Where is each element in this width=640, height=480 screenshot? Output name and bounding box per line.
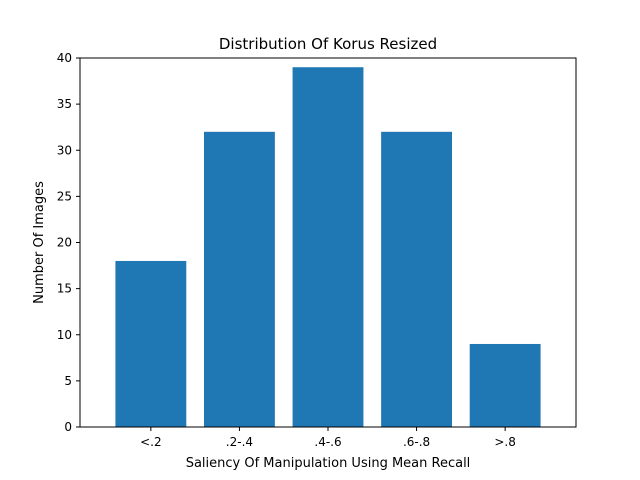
y-tick-label: 15 bbox=[57, 282, 72, 296]
bar-0 bbox=[115, 260, 187, 427]
x-axis-label: Saliency Of Manipulation Using Mean Reca… bbox=[186, 456, 471, 471]
x-axis-ticks: <.2 .2-.4 .4-.6 .6-.8 >.8 bbox=[140, 427, 516, 449]
x-tick-label: .6-.8 bbox=[403, 435, 430, 449]
y-tick-label: 10 bbox=[57, 328, 72, 342]
y-tick-label: 30 bbox=[57, 143, 72, 157]
bar-4 bbox=[469, 343, 541, 427]
y-tick-label: 35 bbox=[57, 97, 72, 111]
x-tick-label: .2-.4 bbox=[226, 435, 253, 449]
bar-2 bbox=[292, 67, 364, 427]
bar-1 bbox=[204, 131, 275, 428]
bars-group bbox=[115, 67, 541, 428]
y-tick-label: 40 bbox=[57, 51, 72, 65]
bar-3 bbox=[381, 131, 452, 428]
y-tick-label: 0 bbox=[64, 420, 72, 434]
y-axis-ticks: 0 5 10 15 20 25 30 35 40 bbox=[57, 51, 80, 434]
y-axis-label: Number Of Images bbox=[32, 181, 47, 304]
y-tick-label: 5 bbox=[64, 374, 72, 388]
y-tick-label: 25 bbox=[57, 189, 72, 203]
chart-title: Distribution Of Korus Resized bbox=[219, 35, 437, 53]
y-tick-label: 20 bbox=[57, 236, 72, 250]
x-tick-label: <.2 bbox=[140, 435, 162, 449]
x-tick-label: >.8 bbox=[494, 435, 516, 449]
x-tick-label: .4-.6 bbox=[314, 435, 341, 449]
